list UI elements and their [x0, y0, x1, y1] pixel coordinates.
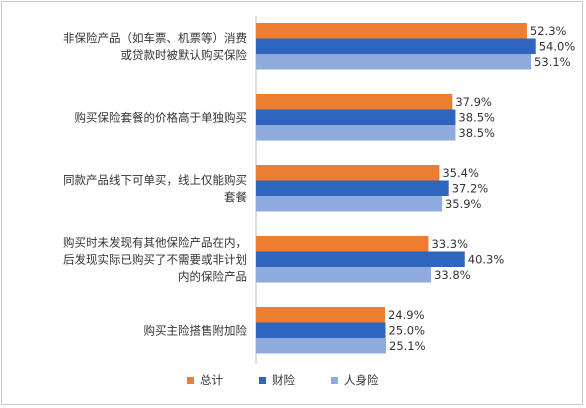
- category-label: 购买时未发现有其他保险产品在内，: [63, 235, 247, 249]
- bar: [256, 23, 527, 39]
- data-label: 38.5%: [458, 110, 495, 124]
- bar: [256, 125, 456, 141]
- data-label: 33.3%: [431, 237, 468, 251]
- legend-swatch: [259, 377, 266, 384]
- data-label: 35.9%: [445, 197, 482, 211]
- bar: [256, 180, 449, 196]
- category-label: 后发现实际已购买了不需要或非计划: [63, 252, 247, 266]
- data-label: 37.2%: [452, 181, 489, 195]
- legend-swatch: [331, 377, 338, 384]
- category-label: 购买主险搭售附加险: [144, 323, 248, 337]
- data-label: 54.0%: [539, 39, 576, 53]
- data-label: 24.9%: [388, 308, 425, 322]
- category-label: 内的保险产品: [178, 269, 247, 283]
- data-label: 25.1%: [389, 339, 426, 353]
- data-label: 35.4%: [442, 166, 479, 180]
- legend-label: 人身险: [344, 373, 379, 387]
- data-label: 53.1%: [534, 55, 571, 69]
- bar: [256, 196, 442, 212]
- category-label: 非保险产品（如车票、机票等）消费: [63, 31, 247, 45]
- data-label: 33.8%: [434, 268, 471, 282]
- category-label: 购买保险套餐的价格高于单独购买: [75, 110, 248, 124]
- bar: [256, 165, 440, 181]
- legend-label: 总计: [200, 373, 223, 387]
- bar: [256, 307, 385, 323]
- bar: [256, 94, 453, 110]
- category-label: 套餐: [224, 190, 247, 204]
- data-label: 40.3%: [468, 252, 505, 266]
- bar: [256, 267, 432, 283]
- bar: [256, 322, 386, 338]
- data-label: 37.9%: [455, 95, 492, 109]
- bar: [256, 338, 387, 354]
- legend-swatch: [187, 377, 194, 384]
- bar: [256, 236, 429, 252]
- category-label: 或贷款时被默认购买保险: [121, 48, 248, 62]
- legend-label: 财险: [272, 373, 295, 387]
- data-label: 38.5%: [458, 126, 495, 140]
- bar: [256, 109, 456, 125]
- data-label: 52.3%: [530, 24, 567, 38]
- data-label: 25.0%: [389, 323, 426, 337]
- bar: [256, 251, 465, 267]
- bar: [256, 38, 536, 54]
- category-label: 同款产品线下可单买，线上仅能购买: [63, 173, 247, 187]
- bar: [256, 54, 532, 70]
